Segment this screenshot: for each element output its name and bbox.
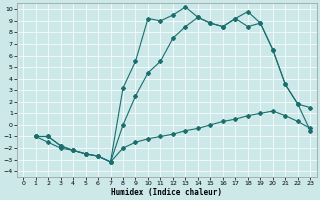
- X-axis label: Humidex (Indice chaleur): Humidex (Indice chaleur): [111, 188, 222, 197]
